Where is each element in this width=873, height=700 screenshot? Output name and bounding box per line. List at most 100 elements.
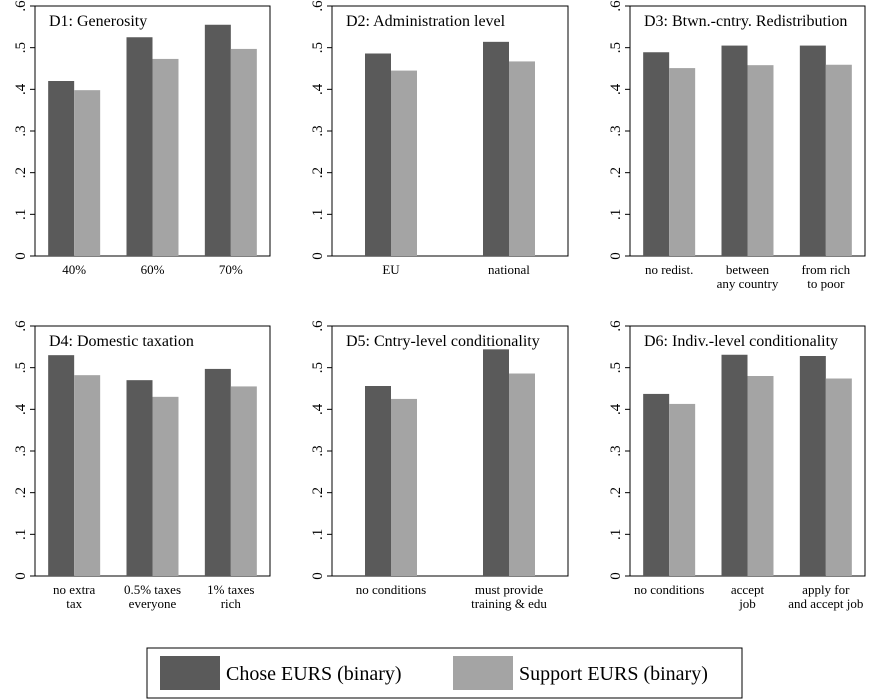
bar-support xyxy=(747,376,774,576)
bar-support xyxy=(747,65,774,257)
bar-chose xyxy=(365,386,391,576)
x-tick-label: no extra xyxy=(53,582,95,597)
x-tick-label: accept xyxy=(731,582,765,597)
y-tick-label: .5 xyxy=(310,42,326,53)
y-tick-label: .6 xyxy=(608,320,624,332)
y-tick-label: .5 xyxy=(13,362,29,373)
y-tick-label: .1 xyxy=(608,529,624,540)
x-tick-label: 1% taxes xyxy=(207,582,254,597)
bar-chose xyxy=(126,380,153,576)
bar-support xyxy=(152,396,179,576)
legend-box xyxy=(146,647,743,699)
x-tick-label: no conditions xyxy=(356,582,426,597)
legend-label-support: Support EURS (binary) xyxy=(519,663,708,685)
y-tick-label: .4 xyxy=(13,403,29,415)
x-tick-label: no conditions xyxy=(634,582,704,597)
bar-chose xyxy=(48,81,75,256)
x-tick-label: apply for xyxy=(802,582,850,597)
y-tick-label: 0 xyxy=(608,252,624,260)
y-tick-label: .1 xyxy=(310,529,326,540)
panel-1: 0 .1 .2 .3 .4 .5 .6 D1: Generosity 40% 60% 70% xyxy=(13,0,271,277)
bar-chose xyxy=(799,45,826,257)
x-tick-label: 60% xyxy=(141,262,165,277)
bar-support xyxy=(825,378,852,576)
y-tick-label: .3 xyxy=(13,125,29,136)
y-tick-label: .2 xyxy=(608,167,624,178)
panel-6: 0 .1 .2 .3 .4 .5 .6 D6: Indiv.-level conditiona… xyxy=(608,320,866,611)
x-tick-label: any country xyxy=(717,276,779,291)
y-tick-label: .6 xyxy=(13,0,29,12)
y-tick-label: .1 xyxy=(13,529,29,540)
y-tick-label: .3 xyxy=(310,445,326,456)
x-tick-label: and accept job xyxy=(788,596,863,611)
x-tick-label: 70% xyxy=(219,262,243,277)
y-tick-label: 0 xyxy=(310,572,326,580)
y-tick-label: .3 xyxy=(13,445,29,456)
bar-chose xyxy=(799,356,826,576)
y-tick-label: .4 xyxy=(310,83,326,95)
bar-support xyxy=(74,375,101,576)
panel-title: D6: Indiv.-level conditionality xyxy=(644,333,838,350)
bar-chose xyxy=(204,24,231,256)
bar-chose xyxy=(365,53,391,256)
y-tick-label: .6 xyxy=(310,0,326,12)
y-tick-label: .5 xyxy=(310,362,326,373)
y-tick-label: .6 xyxy=(310,320,326,332)
bar-chose xyxy=(643,52,670,256)
x-tick-label: must provide xyxy=(475,582,543,597)
y-tick-label: .5 xyxy=(608,362,624,373)
legend-label-chose: Chose EURS (binary) xyxy=(226,663,402,685)
y-tick-label: .3 xyxy=(608,125,624,136)
panel-title: D5: Cntry-level conditionality xyxy=(346,333,540,350)
x-tick-label: 40% xyxy=(62,262,86,277)
y-tick-label: .2 xyxy=(608,487,624,498)
y-tick-label: .1 xyxy=(310,209,326,220)
bar-chose xyxy=(721,354,748,576)
bar-chose xyxy=(643,393,670,576)
x-tick-label: national xyxy=(488,262,530,277)
x-tick-label: between xyxy=(726,262,770,277)
x-tick-label: to poor xyxy=(807,276,845,291)
x-tick-label: everyone xyxy=(129,596,177,611)
panel-3: 0 .1 .2 .3 .4 .5 .6 D3: Btwn.-cntry. Redistribu… xyxy=(608,0,866,291)
bar-support xyxy=(509,373,535,576)
bar-chose xyxy=(126,37,153,256)
x-tick-label: from rich xyxy=(801,262,850,277)
y-tick-label: .4 xyxy=(13,83,29,95)
y-tick-label: .2 xyxy=(13,487,29,498)
x-tick-label: 0.5% taxes xyxy=(124,582,181,597)
y-tick-label: .5 xyxy=(608,42,624,53)
panel-title: D3: Btwn.-cntry. Redistribution xyxy=(644,13,847,30)
y-tick-label: 0 xyxy=(608,572,624,580)
y-tick-label: .3 xyxy=(310,125,326,136)
x-tick-label: job xyxy=(738,596,756,611)
panel-5: 0 .1 .2 .3 .4 .5 .6 D5: Cntry-level conditional… xyxy=(310,320,569,611)
bar-chose xyxy=(204,368,231,576)
panel-title: D2: Administration level xyxy=(346,13,506,30)
x-tick-label: training & edu xyxy=(471,596,547,611)
bar-support xyxy=(230,386,257,576)
y-tick-label: .2 xyxy=(310,487,326,498)
y-tick-label: .5 xyxy=(13,42,29,53)
bar-chose xyxy=(48,355,75,576)
legend-swatch-support xyxy=(453,656,513,690)
x-tick-label: tax xyxy=(66,596,82,611)
legend-swatch-chose xyxy=(160,656,220,690)
bar-support xyxy=(825,64,852,256)
bar-chose xyxy=(483,41,509,257)
bar-chose xyxy=(483,349,509,576)
y-tick-label: .4 xyxy=(608,83,624,95)
x-tick-label: no redist. xyxy=(645,262,693,277)
bar-support xyxy=(230,48,257,256)
panel-title: D1: Generosity xyxy=(49,13,147,30)
y-tick-label: 0 xyxy=(310,252,326,260)
legend: Chose EURS (binary) Support EURS (binary) xyxy=(146,647,743,699)
bar-support xyxy=(669,68,696,256)
y-tick-label: .1 xyxy=(608,209,624,220)
bar-chose xyxy=(721,45,748,257)
y-tick-label: .6 xyxy=(13,320,29,332)
bar-support xyxy=(509,61,535,256)
bar-support xyxy=(669,403,696,576)
x-tick-label: EU xyxy=(382,262,400,277)
